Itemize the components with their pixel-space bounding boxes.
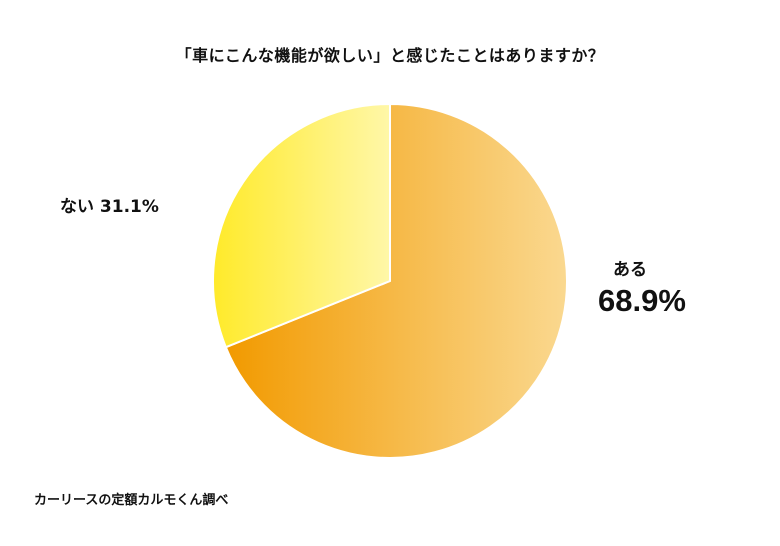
slice-label-aru-name: ある <box>613 260 647 280</box>
pie-slice-nai <box>212 103 391 349</box>
source-note: カーリースの定額カルモくん調べ <box>34 493 229 508</box>
slice-label-nai: ない 31.1% <box>60 197 159 217</box>
chart-title: 「車にこんな機能が欲しい」と感じたことはありますか？ <box>175 46 605 65</box>
pie-slice-aru <box>224 103 568 459</box>
slice-label-aru-value: 68.9% <box>598 283 686 318</box>
